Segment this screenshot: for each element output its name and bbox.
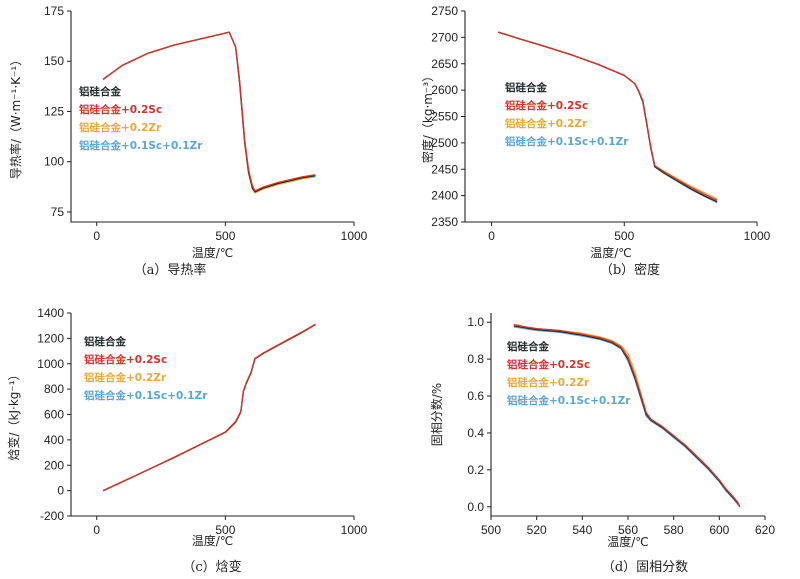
- y-tick-label: 0.8: [467, 352, 484, 366]
- axis-frame: [70, 11, 354, 223]
- y-tick-label: 1000: [37, 357, 64, 371]
- series-line-1: [102, 323, 316, 492]
- series-line-3: [497, 31, 718, 200]
- panel-caption: （b）密度: [600, 262, 660, 278]
- y-tick-label: 2600: [431, 83, 458, 97]
- y-axis-label: 密度/（kg·m⁻³）: [420, 70, 435, 163]
- panel-caption: （c）焓变: [182, 559, 241, 575]
- x-tick-label: 500: [215, 523, 235, 537]
- y-tick-label: 400: [44, 433, 64, 447]
- x-axis-label: 温度/℃: [590, 245, 632, 260]
- series-line-2: [102, 323, 316, 492]
- x-tick-label: 540: [572, 523, 592, 537]
- x-tick-label: 1000: [341, 523, 368, 537]
- legend-entry: 铝硅合金+0.2Zr: [505, 117, 588, 130]
- legend-entry: 铝硅合金+0.2Sc: [505, 99, 588, 112]
- legend-entry: 铝硅合金: [505, 81, 547, 94]
- x-axis-label: 温度/℃: [607, 534, 649, 549]
- y-tick-label: 0.4: [467, 426, 484, 440]
- series-line-2: [513, 324, 741, 508]
- x-tick-label: 620: [755, 523, 775, 537]
- legend-entry: 铝硅合金+0.1Sc+0.1Zr: [79, 139, 203, 152]
- x-tick-label: 500: [614, 229, 634, 243]
- panel-caption: （a）导热率: [134, 262, 207, 278]
- y-tick-label: 600: [44, 408, 64, 422]
- y-axis-label: 焓变/（kJ·kg⁻¹）: [6, 368, 21, 460]
- y-tick-label: 100: [44, 155, 64, 169]
- y-tick-label: 800: [44, 382, 64, 396]
- series-line-2: [102, 31, 316, 192]
- y-tick-label: 1400: [37, 306, 64, 320]
- legend-entry: 铝硅合金: [84, 335, 126, 348]
- series-line-4: [102, 323, 316, 492]
- x-axis-label: 温度/℃: [192, 245, 234, 260]
- panel-caption: （d）固相分数: [602, 560, 688, 575]
- y-tick-label: 0: [57, 484, 64, 498]
- panel-c: -200 0 200 400 600 800 1000 1200 1400 0 500 1000 铝硅合…: [6, 306, 368, 575]
- y-tick-label: 75: [51, 205, 65, 219]
- x-tick-label: 520: [527, 523, 547, 537]
- y-tick-label: 125: [44, 104, 64, 118]
- y-tick-label: 2550: [431, 110, 458, 124]
- legend-entry: 铝硅合金+0.2Sc: [84, 353, 167, 366]
- x-tick-label: 0: [93, 523, 100, 537]
- axis-frame: [464, 11, 757, 223]
- panel-d: 0.0 0.2 0.4 0.6 0.8 1.0 500 520 540 560 580 600 620 铝…: [429, 313, 775, 575]
- y-tick-label: -200: [40, 509, 64, 523]
- y-tick-label: 175: [44, 4, 64, 18]
- legend-entry: 铝硅合金+0.1Sc+0.1Zr: [84, 389, 208, 402]
- legend-entry: 铝硅合金+0.1Sc+0.1Zr: [505, 135, 629, 148]
- x-tick-label: 1000: [341, 229, 368, 243]
- y-axis-label: 导热率/（W·m⁻¹·K⁻¹）: [8, 54, 23, 179]
- x-tick-label: 500: [215, 229, 235, 243]
- legend-entry: 铝硅合金: [79, 85, 121, 98]
- x-tick-label: 0: [488, 229, 495, 243]
- series-line-2: [497, 31, 718, 201]
- x-tick-label: 560: [618, 523, 638, 537]
- legend-entry: 铝硅合金+0.2Zr: [507, 376, 590, 389]
- y-tick-label: 1200: [37, 331, 64, 345]
- x-tick-label: 1000: [744, 229, 771, 243]
- series-line-4: [513, 326, 741, 508]
- y-tick-label: 0.2: [467, 463, 484, 477]
- y-tick-label: 150: [44, 54, 64, 68]
- y-tick-label: 0.0: [467, 500, 484, 514]
- y-tick-label: 0.6: [467, 389, 484, 403]
- legend-entry: 铝硅合金+0.2Sc: [507, 358, 590, 371]
- panel-b: 2350 2400 2450 2500 2550 2600 2650 2700 2750 0 500…: [420, 4, 771, 278]
- y-tick-label: 200: [44, 458, 64, 472]
- x-axis-label: 温度/℃: [192, 533, 234, 548]
- legend-entry: 铝硅合金+0.2Zr: [84, 371, 167, 384]
- legend-entry: 铝硅合金+0.1Sc+0.1Zr: [507, 394, 631, 407]
- y-axis-label: 固相分数/%: [429, 383, 444, 446]
- y-tick-label: 1.0: [467, 315, 484, 329]
- y-tick-label: 2400: [431, 189, 458, 203]
- y-tick-label: 2450: [431, 162, 458, 176]
- y-tick-label: 2350: [431, 215, 458, 229]
- legend-entry: 铝硅合金: [507, 340, 549, 353]
- y-tick-label: 2650: [431, 57, 458, 71]
- legend-entry: 铝硅合金+0.2Zr: [79, 121, 162, 134]
- y-tick-label: 2750: [431, 4, 458, 18]
- x-tick-label: 580: [664, 523, 684, 537]
- x-tick-label: 500: [481, 523, 501, 537]
- y-tick-label: 2700: [431, 30, 458, 44]
- y-tick-label: 2500: [431, 136, 458, 150]
- x-tick-label: 0: [93, 229, 100, 243]
- x-tick-label: 600: [709, 523, 729, 537]
- series-line-3: [102, 324, 316, 492]
- legend-entry: 铝硅合金+0.2Sc: [79, 103, 162, 116]
